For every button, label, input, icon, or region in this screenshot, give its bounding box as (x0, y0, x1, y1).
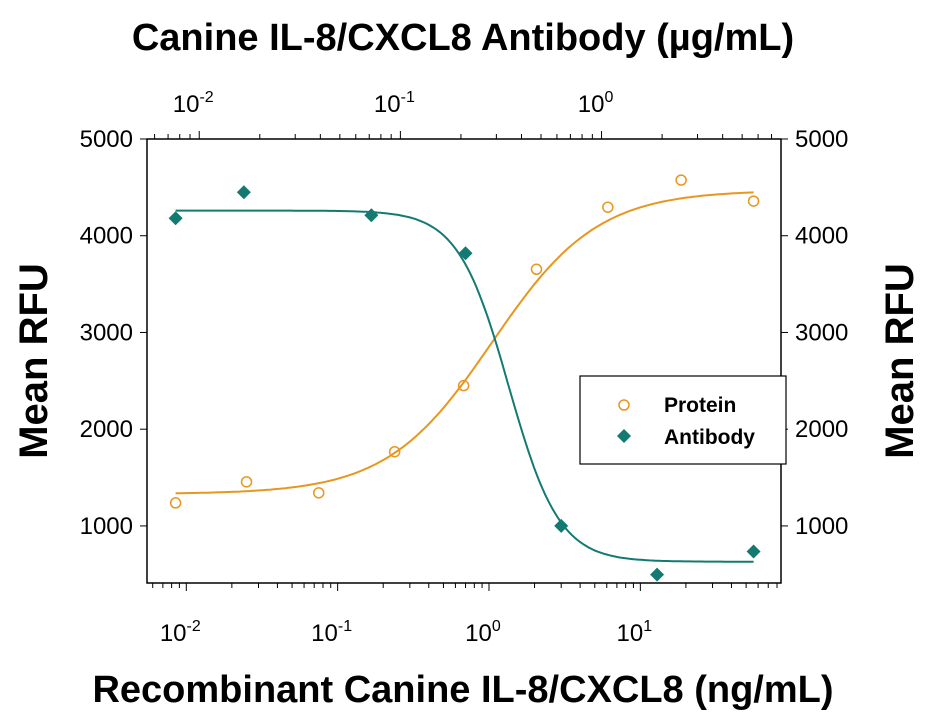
y-right-tick-label: 3000 (795, 319, 848, 346)
legend-box (579, 375, 787, 465)
legend-marker-antibody (617, 429, 631, 443)
data-point-protein (169, 497, 182, 509)
legend-label-protein: Protein (664, 394, 736, 417)
x-top-tick-label: 100 (578, 89, 614, 118)
data-point-protein (388, 445, 401, 458)
legend-label-antibody: Antibody (664, 426, 755, 449)
y-right-tick-label: 5000 (795, 126, 848, 153)
data-point-antibody (458, 246, 473, 261)
data-point-antibody (746, 544, 761, 559)
x-top-tick-label: 10-2 (173, 89, 214, 118)
data-point-antibody (168, 211, 183, 226)
y-left-tick-label: 5000 (80, 126, 133, 153)
y-axis-label-right: Mean RFU (878, 263, 922, 459)
x-axis-label: Recombinant Canine IL-8/CXCL8 (ng/mL) (92, 669, 833, 711)
y-right-tick-label: 2000 (795, 416, 848, 443)
x-bottom-tick-label: 100 (465, 618, 501, 647)
y-axis-label-left: Mean RFU (12, 263, 56, 459)
y-left-tick-label: 3000 (80, 319, 133, 346)
y-right-tick-label: 1000 (795, 513, 848, 540)
x-bottom-tick-label: 101 (617, 618, 653, 647)
y-left-tick-label: 1000 (80, 513, 133, 540)
x-bottom-tick-label: 10-2 (160, 618, 201, 647)
x-top-tick-label: 10-1 (374, 89, 415, 118)
data-point-antibody (554, 518, 569, 533)
fit-curve-antibody (175, 209, 754, 563)
legend-marker-protein (618, 399, 630, 411)
plot-frame (146, 138, 782, 584)
data-point-antibody (236, 185, 251, 200)
y-right-tick-label: 4000 (795, 223, 848, 250)
data-point-protein (457, 379, 470, 392)
data-point-protein (530, 263, 543, 276)
legend: Protein Antibody (579, 375, 787, 465)
y-left-tick-label: 2000 (80, 416, 133, 443)
data-point-protein (747, 195, 760, 207)
chart-title: Canine IL-8/CXCL8 Antibody (µg/mL) (132, 17, 794, 59)
data-point-protein (675, 174, 687, 186)
data-point-protein (240, 476, 253, 488)
y-left-tick-label: 4000 (80, 223, 133, 250)
data-point-antibody (650, 567, 665, 582)
data-point-antibody (364, 208, 379, 223)
data-point-protein (602, 201, 614, 213)
data-point-protein (312, 487, 325, 499)
x-bottom-tick-label: 10-1 (311, 618, 352, 647)
